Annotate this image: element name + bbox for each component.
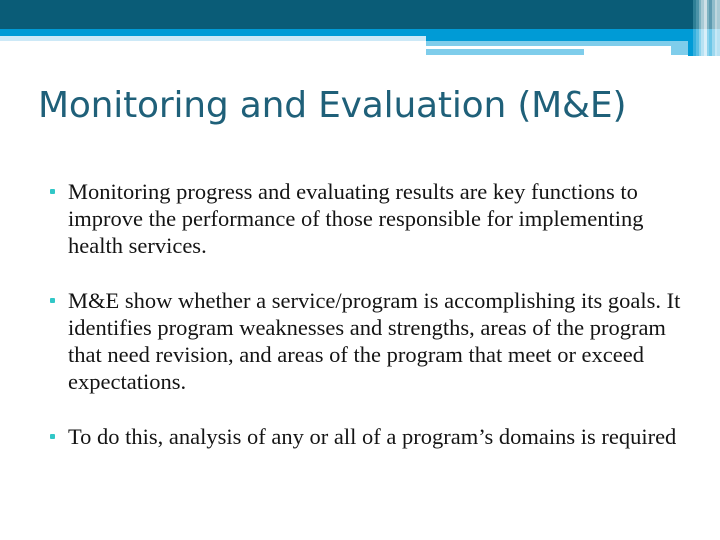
- edge-stripe: [711, 0, 715, 29]
- header-band-light-blue-lower: [426, 49, 584, 55]
- edge-stripe-lower: [709, 29, 712, 56]
- edge-stripe-lower: [696, 29, 699, 56]
- edge-stripe-lower: [717, 29, 720, 56]
- header-band-light-blue-far-right: [671, 41, 693, 55]
- list-item-text: M&E show whether a service/program is ac…: [68, 288, 686, 394]
- header-band-light-blue-upper: [426, 41, 720, 46]
- page-title: Monitoring and Evaluation (M&E): [38, 85, 627, 126]
- list-item-text: To do this, analysis of any or all of a …: [68, 424, 677, 449]
- edge-stripe: [695, 0, 699, 29]
- edge-stripe-lower: [706, 29, 710, 56]
- bullet-dot-icon: [46, 287, 68, 303]
- edge-stripe: [703, 0, 707, 29]
- list-item-text: Monitoring progress and evaluating resul…: [68, 179, 655, 258]
- edge-stripe: [693, 0, 696, 29]
- edge-stripe: [714, 0, 718, 29]
- edge-stripe-lower: [693, 29, 696, 56]
- edge-stripe: [706, 0, 710, 29]
- edge-stripe-lower: [704, 29, 707, 56]
- edge-stripe: [701, 0, 704, 29]
- edge-stripe-lower: [688, 29, 691, 56]
- header-band-bright-blue-left: [0, 29, 426, 36]
- edge-stripe-lower: [701, 29, 704, 56]
- header-band-white-gutter: [426, 46, 671, 49]
- list-item: Monitoring progress and evaluating resul…: [46, 178, 694, 259]
- bullet-dot-icon: [46, 178, 68, 194]
- edge-stripe: [709, 0, 712, 29]
- header-band-pale-blue-left: [0, 36, 426, 41]
- edge-stripe-lower: [698, 29, 702, 56]
- bullet-list: Monitoring progress and evaluating resul…: [46, 178, 694, 450]
- edge-stripe: [690, 0, 694, 29]
- header-band-bright-blue-right: [426, 29, 720, 41]
- header-edge-stripes: [688, 0, 720, 56]
- edge-stripe-lower: [690, 29, 694, 56]
- edge-stripe: [688, 0, 691, 29]
- list-item: To do this, analysis of any or all of a …: [46, 423, 694, 450]
- list-item: M&E show whether a service/program is ac…: [46, 287, 694, 395]
- edge-stripe-lower: [714, 29, 718, 56]
- edge-stripe: [698, 0, 702, 29]
- header-band-dark-teal: [0, 0, 720, 29]
- bullet-dot-icon: [46, 423, 68, 439]
- edge-stripe-lower: [712, 29, 715, 56]
- header-decoration: [0, 0, 720, 56]
- edge-stripe: [717, 0, 720, 29]
